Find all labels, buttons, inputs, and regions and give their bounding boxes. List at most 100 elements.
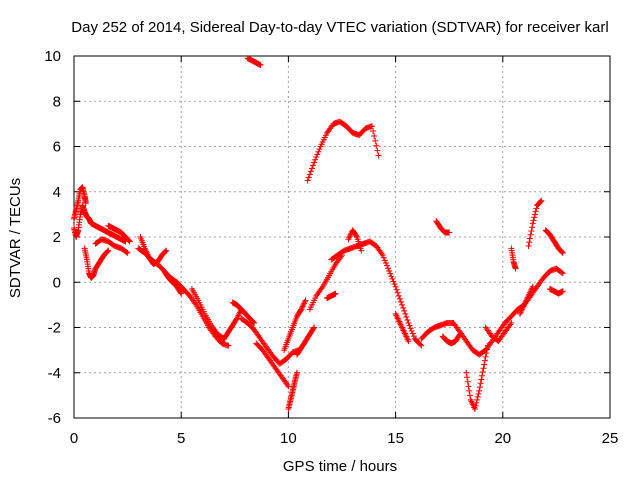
data-point xyxy=(394,289,401,296)
data-point xyxy=(476,384,483,391)
y-tick-label: 4 xyxy=(53,184,61,201)
data-point xyxy=(479,368,486,375)
data-point xyxy=(400,304,407,311)
data-point xyxy=(316,146,323,153)
data-point xyxy=(314,151,321,158)
data-series xyxy=(105,222,133,245)
data-series xyxy=(92,236,131,256)
data-point xyxy=(532,208,539,215)
data-point xyxy=(512,265,519,272)
data-point xyxy=(293,369,300,376)
data-point xyxy=(392,283,399,290)
data-point xyxy=(466,392,473,399)
data-point xyxy=(559,270,566,277)
data-series xyxy=(161,267,185,297)
data-point xyxy=(104,248,111,255)
x-axis-label: GPS time / hours xyxy=(283,458,397,475)
data-point xyxy=(481,361,488,368)
data-point xyxy=(402,310,409,317)
data-series xyxy=(304,118,382,184)
data-point xyxy=(251,319,258,326)
data-series xyxy=(546,286,566,297)
data-point xyxy=(559,288,566,295)
y-tick-label: -4 xyxy=(48,365,61,382)
data-point xyxy=(405,319,412,326)
data-point xyxy=(558,269,565,276)
data-series xyxy=(345,227,365,254)
data-point xyxy=(305,174,312,181)
x-tick-label: 20 xyxy=(494,430,511,447)
data-point xyxy=(399,301,406,308)
x-tick-label: 0 xyxy=(70,430,78,447)
data-point xyxy=(527,231,534,238)
data-point xyxy=(380,254,387,261)
data-point xyxy=(471,405,478,412)
data-point xyxy=(313,154,320,161)
data-point xyxy=(473,399,480,406)
data-point xyxy=(178,290,185,297)
data-point xyxy=(225,342,232,349)
data-point xyxy=(479,372,486,379)
data-series xyxy=(81,245,112,281)
data-series xyxy=(463,342,491,412)
data-series xyxy=(71,184,89,222)
axis-ticks: 0 5 10 15 20 25 -6 -4 -2 0 2 4 6 8 10 xyxy=(44,48,618,447)
data-point xyxy=(446,229,453,236)
data-point xyxy=(250,319,257,326)
data-point xyxy=(484,342,491,349)
data-series xyxy=(244,55,264,69)
data-series xyxy=(418,265,566,358)
data-series xyxy=(188,286,228,342)
data-point xyxy=(123,249,130,256)
data-point xyxy=(408,327,415,334)
data-point xyxy=(407,325,414,332)
data-point xyxy=(393,286,400,293)
data-point xyxy=(401,307,408,314)
data-series xyxy=(433,218,453,236)
data-series xyxy=(253,340,292,390)
data-point xyxy=(526,235,533,242)
data-point xyxy=(397,298,404,305)
data-point xyxy=(472,402,479,409)
data-point xyxy=(474,396,481,403)
data-point xyxy=(466,387,473,394)
data-point xyxy=(302,297,309,304)
data-point xyxy=(409,330,416,337)
data-point xyxy=(529,283,536,290)
data-point xyxy=(372,137,379,144)
data-point xyxy=(297,307,304,314)
grid-lines xyxy=(74,56,610,418)
y-tick-label: 0 xyxy=(53,274,61,291)
y-tick-label: 10 xyxy=(44,48,61,65)
data-series xyxy=(137,234,170,268)
data-point xyxy=(525,243,532,250)
data-point xyxy=(384,262,391,269)
data-point xyxy=(307,168,314,175)
data-point xyxy=(463,369,470,376)
x-tick-label: 15 xyxy=(387,430,404,447)
data-point xyxy=(482,353,489,360)
y-tick-label: -6 xyxy=(48,410,61,427)
data-point xyxy=(410,333,417,340)
data-point xyxy=(386,267,393,274)
data-series xyxy=(482,319,515,345)
data-point xyxy=(538,197,545,204)
data-point xyxy=(389,275,396,282)
data-point xyxy=(379,252,386,259)
data-point xyxy=(537,198,544,205)
data-series xyxy=(285,369,300,412)
data-point xyxy=(375,152,382,159)
data-point xyxy=(126,238,133,245)
y-tick-label: -2 xyxy=(48,320,61,337)
data-point xyxy=(370,128,377,135)
data-point xyxy=(82,200,89,207)
data-series xyxy=(293,324,318,358)
data-point xyxy=(464,374,471,381)
data-point xyxy=(310,162,317,169)
data-point xyxy=(233,316,240,323)
data-point xyxy=(304,177,311,184)
data-point xyxy=(285,383,292,390)
data-point xyxy=(403,313,410,320)
data-series xyxy=(392,310,412,345)
